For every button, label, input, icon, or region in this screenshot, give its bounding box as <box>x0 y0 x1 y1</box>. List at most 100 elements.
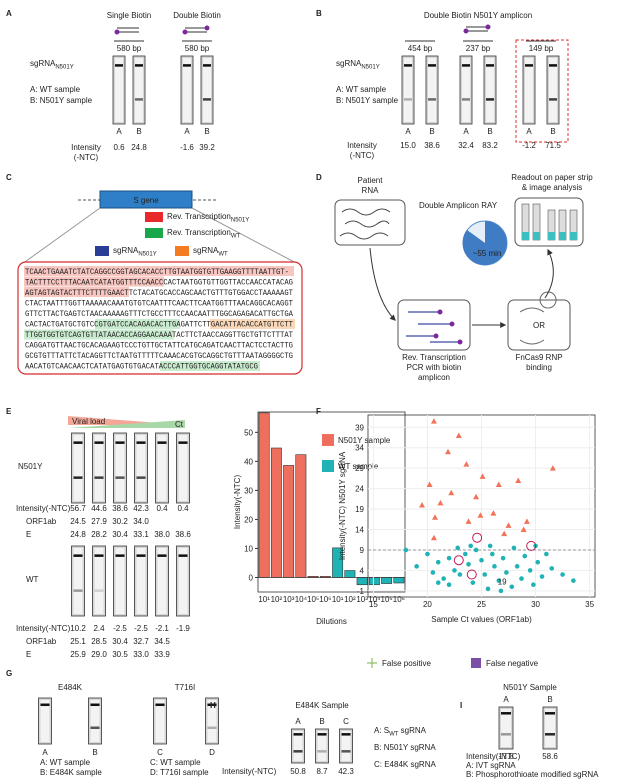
strip-window <box>40 700 50 742</box>
point <box>482 572 488 577</box>
cell: 33.1 <box>133 530 149 539</box>
intensity-value: 17.8 <box>498 752 514 761</box>
panel-title: Double Amplicon RAY <box>419 201 498 210</box>
test-band <box>341 750 351 753</box>
y-tick-label: 0 <box>249 573 254 582</box>
panel-label: H <box>210 701 216 710</box>
control-band <box>73 554 83 557</box>
panel-label: B <box>316 9 322 18</box>
label-text: sgRNA <box>193 246 219 255</box>
lane-label: A <box>42 748 48 757</box>
row-label: sgRNAN501Y <box>30 59 74 71</box>
point <box>535 559 541 565</box>
strip-window <box>428 58 436 122</box>
intensity-value: 42.3 <box>338 767 354 776</box>
label-sub: N501Y <box>138 252 156 258</box>
cell: 2.4 <box>93 624 105 633</box>
sequence-line: CTACTAATTTGGTTAAAAACAAATGTGTCAATTTCAACTT… <box>25 300 293 309</box>
legend-text: B: N501Y sample <box>30 96 93 105</box>
point <box>446 582 452 588</box>
legend-marker <box>471 658 481 668</box>
intensity-value: 50.8 <box>290 767 306 776</box>
cell: -2.5 <box>134 624 148 633</box>
label-sub: WT <box>231 234 241 240</box>
bar <box>283 465 295 578</box>
label-text: sgRNA <box>113 246 139 255</box>
y-tick-label: 14 <box>355 526 364 535</box>
cell: 25.1 <box>70 637 86 646</box>
timer-fill <box>462 221 507 265</box>
bar <box>381 577 393 584</box>
lane-label: D <box>209 748 215 757</box>
y-tick-label: 29 <box>355 464 364 473</box>
sequence-line: TTGGTGGTGTCAGTGTTATAACACCAGGAACAAATACTTC… <box>25 331 293 340</box>
x-tick-label: 25 <box>477 600 486 609</box>
row-label: E <box>26 650 31 659</box>
intensity-value: 0.6 <box>113 143 125 152</box>
intensity-value: 39.2 <box>199 143 215 152</box>
y-tick-label: 10 <box>244 544 253 553</box>
control-band <box>207 703 217 707</box>
highlight <box>24 329 174 340</box>
point <box>485 586 491 592</box>
bar <box>295 454 307 578</box>
legend-text: Rev. TranscriptionN501Y <box>167 212 249 224</box>
test-band <box>207 726 217 730</box>
control-band <box>178 441 188 444</box>
sequence-line: GTTCTTACTGAGTCTAACAAAAAGTTTCTGCCTTTCCAAC… <box>25 310 293 319</box>
point <box>526 540 537 551</box>
x-tick-label: 10² <box>271 595 283 604</box>
legend-text: WT sample <box>338 462 379 471</box>
strip-window <box>73 435 83 501</box>
strip-window <box>135 58 143 122</box>
control-band <box>178 554 188 557</box>
lane-label: A <box>295 717 301 726</box>
strip-window <box>90 700 100 742</box>
bar <box>270 447 282 578</box>
point <box>522 553 528 559</box>
point <box>453 555 464 566</box>
point <box>560 572 565 577</box>
test-band <box>545 733 555 736</box>
legend-text: C: WT sample <box>150 758 201 767</box>
point <box>472 532 483 543</box>
panel-label: C <box>6 173 12 182</box>
intensity-value: -1.2 <box>522 141 536 150</box>
legend-text: A: SWT sgRNA <box>374 726 427 738</box>
readout-pads <box>522 232 577 240</box>
band-size: 454 bp <box>408 44 433 53</box>
legend-text: B: E484K sample <box>40 768 102 777</box>
row-label: ORF1ab <box>26 637 57 646</box>
legend-text: C: E484K sgRNA <box>374 760 436 769</box>
row-label: E <box>26 530 31 539</box>
lane-label: A <box>503 695 509 704</box>
cell: 25.9 <box>70 650 86 659</box>
control-band <box>317 733 327 736</box>
x-tick-label: 10¹ <box>258 595 270 604</box>
x-tick-label: 10¹ <box>332 595 344 604</box>
label-sub: WT <box>389 732 399 738</box>
biotin <box>463 28 469 34</box>
cell: 29.0 <box>91 650 107 659</box>
cell: 0.4 <box>177 504 189 513</box>
strip-window <box>94 435 104 501</box>
test-band <box>90 726 100 730</box>
point <box>549 566 555 571</box>
control-band <box>115 554 125 557</box>
strip-window <box>136 435 146 501</box>
strip-window <box>155 700 165 742</box>
label: Readout on paper strip <box>511 173 593 182</box>
test-band <box>203 98 211 101</box>
legend-swatch <box>95 246 109 256</box>
group-title: E484K <box>58 683 83 692</box>
legend-text: B: N501Y sample <box>336 96 399 105</box>
row-label: Intensity(-NTC) <box>16 504 71 513</box>
lane-label: B <box>204 127 209 136</box>
legend-swatch <box>322 434 334 446</box>
x-tick-label: 20 <box>423 600 432 609</box>
intensity-value: 8.7 <box>316 767 328 776</box>
lane-label: B <box>550 127 555 136</box>
point <box>487 543 493 549</box>
